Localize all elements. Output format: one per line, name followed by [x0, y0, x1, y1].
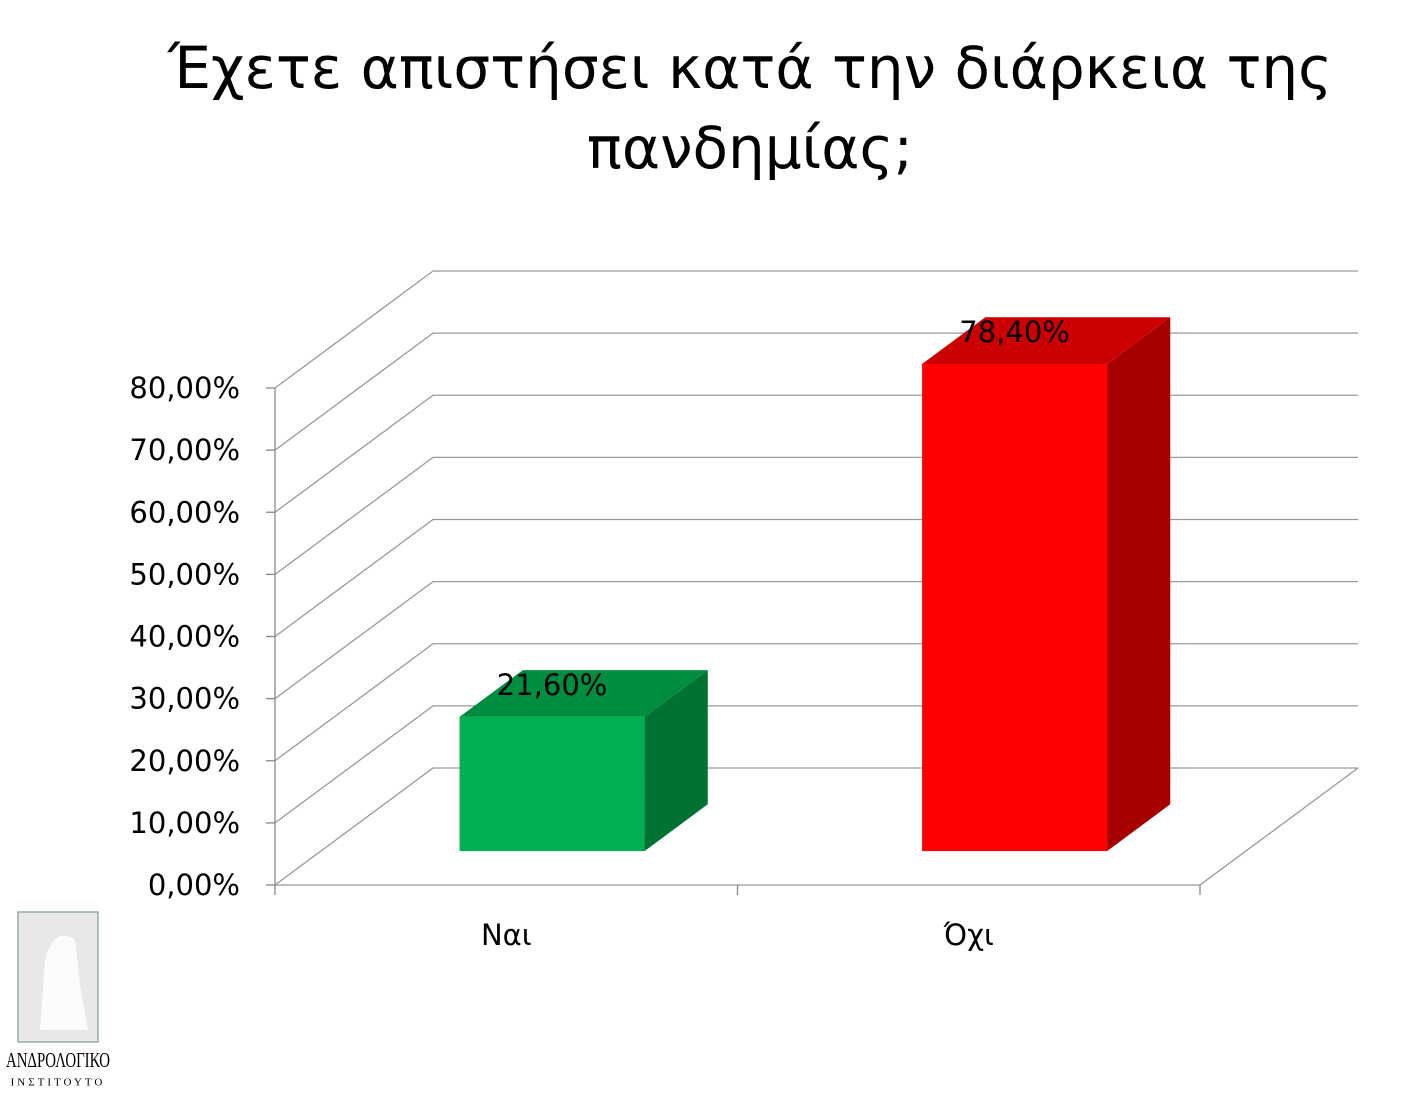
bar-side: [644, 670, 708, 852]
y-tick-label: 20,00%: [129, 744, 240, 778]
y-tick-label: 80,00%: [129, 371, 240, 405]
bar-top: [922, 317, 1171, 365]
bar: [459, 716, 645, 852]
grid-line: [274, 456, 1358, 575]
chart-title: Έχετε απιστήσει κατά την διάρκεια της πα…: [167, 34, 1333, 182]
grid-line: [274, 518, 1358, 638]
logo-line2: ΙΝΣΤΙΤΟΥΤΟ: [11, 1077, 106, 1089]
logo-statue: [40, 935, 88, 1030]
y-tick-label: 60,00%: [129, 495, 240, 529]
x-tick-label: Ναι: [481, 918, 532, 952]
bar-side: [1107, 317, 1171, 852]
y-tick-label: 10,00%: [129, 806, 240, 840]
y-tick-label: 40,00%: [129, 620, 240, 654]
grid-line: [274, 705, 1358, 824]
y-tick-label: 30,00%: [129, 682, 240, 716]
logo: ΑΝΔΡΟΛΟΓΙΚΟ ΙΝΣΤΙΤΟΥΤΟ: [6, 911, 110, 1089]
y-tick-label: 70,00%: [129, 433, 240, 467]
value-label: 21,60%: [497, 668, 608, 702]
logo-line1: ΑΝΔΡΟΛΟΓΙΚΟ: [6, 1048, 110, 1072]
grid-line: [274, 580, 1358, 700]
grid-line: [274, 643, 1358, 762]
floor: [275, 767, 1359, 886]
value-label: 78,40%: [959, 315, 1070, 349]
grid-line: [274, 332, 1358, 451]
grid-line: [274, 767, 1358, 886]
grid-line: [274, 270, 1358, 389]
bar-top: [459, 670, 708, 717]
y-tick-label: 50,00%: [129, 557, 240, 591]
grid-line: [274, 394, 1358, 513]
bar: [922, 364, 1108, 852]
x-tick-label: Όχι: [943, 918, 994, 952]
y-tick-label: 0,00%: [148, 868, 240, 902]
